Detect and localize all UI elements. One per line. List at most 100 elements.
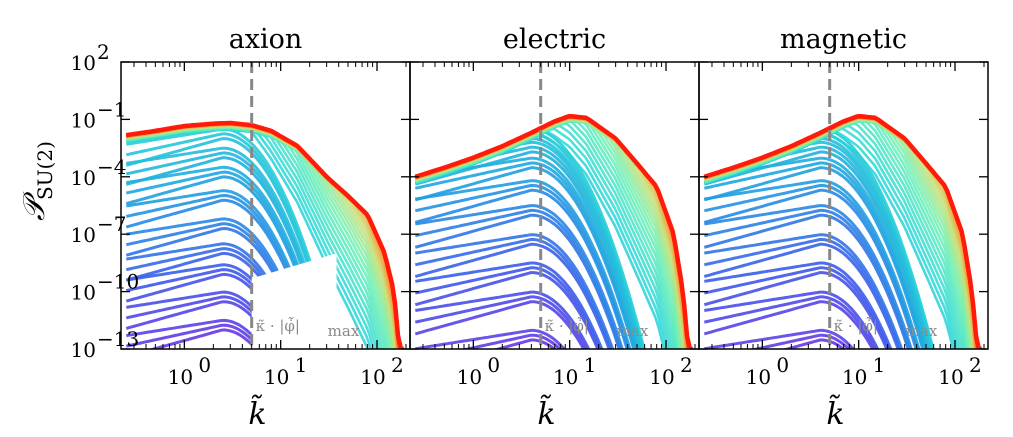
y-tick-label: 10 — [71, 166, 96, 190]
y-tick-exp: −7 — [97, 212, 126, 236]
x-tick-exp: 1 — [584, 353, 597, 377]
y-tick-exp: −4 — [97, 155, 126, 179]
final-curve — [703, 113, 982, 349]
plot-layer — [125, 62, 982, 349]
vline-annotation-sub: max — [906, 322, 938, 340]
early-curve — [415, 204, 624, 349]
x-axis-label: k̃ — [826, 394, 844, 432]
early-curve — [414, 150, 640, 349]
early-curve — [125, 132, 336, 349]
x-tick-exp: 2 — [680, 353, 693, 377]
panel-magnetic-curves — [703, 62, 982, 349]
early-curve — [125, 170, 326, 349]
early-curve — [125, 151, 331, 349]
vline-annotation: κ̃ · |φ̇̃| — [834, 317, 878, 335]
early-curve — [704, 328, 856, 349]
blank-region — [251, 253, 337, 349]
x-tick-label: 10 — [649, 365, 674, 389]
y-axis-label-sub: SU(2) — [33, 141, 57, 200]
early-curve — [703, 208, 912, 349]
early-curve — [125, 194, 319, 349]
vline-annotation: κ̃ · |φ̇̃| — [256, 317, 300, 335]
y-tick-label: 10 — [71, 338, 96, 362]
early-curve — [125, 175, 324, 349]
early-curve — [415, 328, 567, 349]
axes-layer — [120, 61, 989, 350]
early-curve — [703, 184, 920, 349]
y-tick-exp: 2 — [97, 40, 110, 64]
early-curve — [125, 323, 262, 349]
y-tick-label: 10 — [71, 281, 96, 305]
early-curve — [703, 271, 889, 349]
early-curve — [703, 166, 925, 349]
panel-title: axion — [229, 24, 303, 55]
early-curve — [414, 208, 623, 349]
x-tick-label: 10 — [457, 365, 482, 389]
early-curve — [126, 165, 327, 349]
early-curve — [703, 300, 875, 349]
x-axis-label: k̃ — [537, 394, 555, 432]
vline-annotation: κ̃ · |φ̇̃| — [545, 317, 589, 335]
x-tick-label: 10 — [360, 365, 385, 389]
early-curve — [125, 137, 335, 349]
early-curve — [414, 295, 588, 349]
x-tick-label: 10 — [938, 365, 963, 389]
early-curve — [414, 271, 600, 349]
early-curve — [415, 233, 615, 349]
early-curve — [415, 179, 632, 349]
early-curve — [703, 238, 902, 349]
early-curve — [414, 242, 611, 349]
early-curve — [703, 150, 929, 349]
x-tick-label: 10 — [264, 365, 289, 389]
x-axis-label: k̃ — [248, 394, 266, 432]
early-curve — [415, 290, 591, 349]
early-curve — [125, 222, 310, 349]
early-curve — [414, 161, 637, 349]
early-curve — [704, 204, 913, 349]
early-curve — [125, 227, 308, 349]
early-curve — [414, 184, 631, 349]
early-curve — [125, 156, 330, 349]
x-tick-label: 10 — [553, 365, 578, 389]
panel-axion-curves — [125, 62, 404, 349]
panel-title: electric — [503, 24, 606, 55]
x-tick-exp: 0 — [776, 353, 789, 377]
early-curve — [703, 242, 900, 349]
x-tick-exp: 1 — [873, 353, 886, 377]
final-curve — [125, 120, 404, 349]
early-curve — [749, 333, 851, 349]
vline-annotation-sub: max — [617, 322, 649, 340]
early-curve — [414, 300, 586, 349]
vline-annotation-sub: max — [328, 322, 360, 340]
early-curve — [126, 189, 320, 349]
panel-electric-curves — [414, 62, 693, 349]
y-tick-exp: −1 — [97, 97, 126, 121]
panel-title: magnetic — [780, 24, 907, 55]
x-tick-exp: 1 — [295, 353, 308, 377]
early-curve — [126, 217, 311, 349]
early-curve — [703, 295, 877, 349]
early-curve — [703, 266, 891, 349]
final-curve — [414, 113, 693, 349]
early-curve — [415, 261, 604, 349]
early-curve — [414, 213, 621, 349]
early-curve — [125, 198, 317, 349]
early-curve — [704, 179, 921, 349]
early-curve — [460, 333, 562, 349]
x-tick-label: 10 — [746, 365, 771, 389]
x-tick-label: 10 — [842, 365, 867, 389]
early-curve — [704, 261, 893, 349]
y-tick-label: 10 — [71, 223, 96, 247]
y-tick-exp: −10 — [97, 270, 139, 294]
early-curve — [704, 290, 880, 349]
y-tick-label: 10 — [71, 51, 96, 75]
early-curve — [414, 266, 602, 349]
x-tick-exp: 2 — [969, 353, 982, 377]
x-tick-label: 10 — [168, 365, 193, 389]
early-curve — [414, 238, 613, 349]
early-curve — [126, 127, 337, 349]
early-curve — [703, 213, 910, 349]
early-curve — [414, 188, 629, 349]
